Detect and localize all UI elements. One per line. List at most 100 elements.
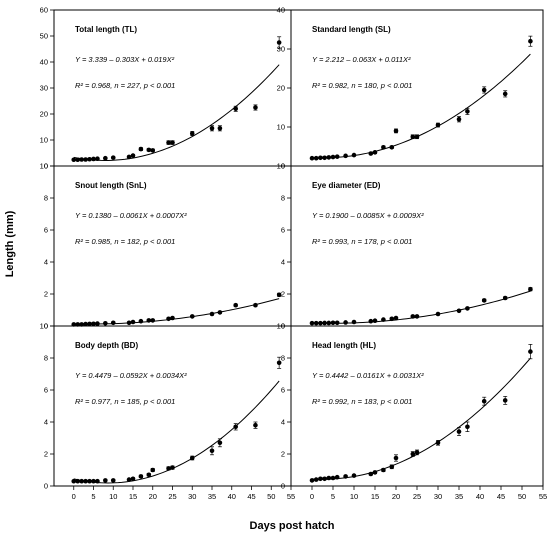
x-tick-label: 5: [331, 492, 335, 501]
data-point: [217, 126, 223, 131]
data-point: [75, 478, 80, 484]
data-point: [456, 116, 462, 122]
data-point: [146, 318, 152, 323]
data-point: [326, 475, 332, 481]
data-point: [313, 320, 319, 326]
y-tick-label: 4: [281, 418, 285, 427]
y-tick-label: 10: [277, 322, 285, 331]
data-point: [393, 455, 399, 461]
x-tick-label: 45: [247, 492, 255, 501]
data-point: [322, 476, 327, 482]
y-tick-label: 4: [44, 258, 48, 267]
x-tick-label: 10: [109, 492, 117, 501]
y-tick-label: 0: [44, 162, 48, 171]
data-point: [87, 321, 92, 327]
y-tick-label: 30: [40, 84, 48, 93]
data-point: [130, 319, 136, 325]
x-tick-label: 0: [72, 492, 76, 501]
x-tick-label: 40: [228, 492, 236, 501]
data-point: [253, 422, 258, 428]
data-point: [103, 320, 108, 326]
data-point: [146, 472, 152, 478]
fit-curve: [311, 357, 531, 480]
data-point: [528, 38, 533, 44]
data-point: [276, 40, 282, 45]
x-tick-label: 50: [518, 492, 526, 501]
data-point: [150, 467, 156, 473]
data-point: [351, 319, 357, 325]
data-point: [318, 155, 323, 161]
data-point: [91, 321, 96, 327]
regression-equation: Y = 3.339 – 0.303X + 0.019X²: [75, 55, 175, 64]
data-point: [368, 471, 374, 477]
data-point: [83, 321, 88, 327]
data-point: [351, 152, 357, 158]
data-point: [110, 478, 116, 483]
data-point: [103, 478, 108, 483]
data-point: [343, 153, 348, 159]
regression-equation: Y = 0.1900 – 0.0085X + 0.0009X²: [312, 211, 424, 220]
data-point: [528, 286, 533, 292]
data-point: [209, 311, 215, 317]
data-point: [276, 360, 282, 366]
panel-title: Snout length (SnL): [75, 181, 147, 190]
y-tick-label: 4: [281, 258, 285, 267]
data-point: [95, 156, 100, 162]
y-tick-label: 30: [277, 45, 285, 54]
data-point: [330, 154, 336, 160]
data-point: [465, 306, 470, 311]
data-point: [309, 155, 315, 161]
data-point: [330, 320, 336, 326]
data-point: [189, 455, 195, 461]
data-point: [481, 298, 487, 303]
regression-equation: Y = 0.1380 – 0.0061X + 0.0007X²: [75, 211, 187, 220]
data-point: [130, 476, 136, 482]
data-point: [126, 477, 132, 482]
data-point: [410, 134, 416, 140]
fit-curve: [311, 53, 531, 159]
data-point: [166, 466, 171, 471]
panel-frame: [290, 325, 544, 487]
y-tick-label: 8: [44, 194, 48, 203]
data-point: [393, 128, 399, 134]
panel-frame: [53, 325, 292, 487]
data-point: [95, 321, 100, 326]
y-tick-label: 50: [40, 32, 48, 41]
data-point: [170, 465, 175, 470]
data-point: [414, 450, 420, 455]
data-point: [75, 157, 80, 163]
data-point: [456, 429, 462, 434]
data-point: [150, 318, 156, 323]
fit-curve: [73, 298, 280, 325]
data-point: [91, 156, 96, 162]
data-point: [87, 478, 92, 484]
data-point: [481, 398, 487, 404]
data-point: [435, 311, 441, 317]
x-tick-label: 20: [149, 492, 157, 501]
data-point: [465, 424, 470, 430]
data-point: [309, 320, 315, 326]
x-tick-label: 55: [539, 492, 547, 501]
regression-stats: R² = 0.993, n = 178, p < 0.001: [312, 237, 412, 246]
data-point: [189, 131, 195, 136]
data-point: [79, 157, 84, 162]
data-point: [414, 134, 420, 140]
x-tick-label: 20: [392, 492, 400, 501]
data-point: [253, 302, 258, 308]
data-point: [334, 154, 340, 159]
x-tick-label: 40: [476, 492, 484, 501]
x-tick-label: 35: [455, 492, 463, 501]
data-point: [110, 320, 116, 326]
fit-curve: [311, 290, 531, 324]
x-tick-label: 15: [371, 492, 379, 501]
y-tick-label: 4: [44, 418, 48, 427]
y-tick-label: 2: [44, 450, 48, 459]
x-tick-label: 0: [310, 492, 314, 501]
data-point: [233, 106, 238, 112]
data-point: [322, 155, 327, 161]
x-tick-label: 30: [434, 492, 442, 501]
regression-equation: Y = 0.4442 – 0.0161X + 0.0031X²: [312, 371, 424, 380]
data-point: [435, 122, 441, 128]
y-tick-label: 0: [44, 482, 48, 491]
panel-title: Eye diameter (ED): [312, 181, 381, 190]
